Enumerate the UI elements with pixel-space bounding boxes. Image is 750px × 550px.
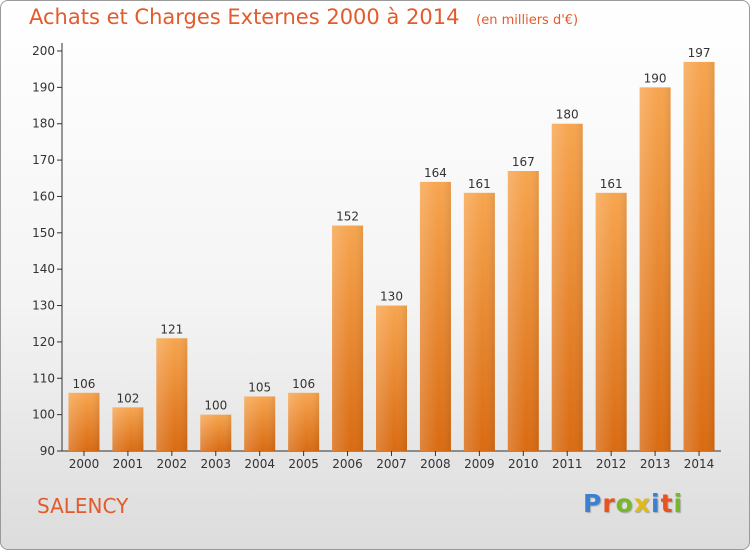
logo-letter: i [673, 489, 684, 518]
bar-value-label: 130 [380, 290, 403, 304]
x-tick-label: 2005 [288, 457, 319, 471]
bar-shade [639, 87, 671, 451]
bar-shade [507, 171, 539, 451]
x-tick-label: 2000 [69, 457, 100, 471]
bar-value-label: 164 [424, 166, 447, 180]
x-tick-label: 2002 [157, 457, 188, 471]
bar-value-label: 152 [336, 210, 359, 224]
y-tick-label: 90 [40, 444, 55, 458]
x-tick-label: 2012 [596, 457, 627, 471]
bar-shade [463, 192, 495, 451]
unit-note: (en milliers d'€) [476, 13, 579, 28]
x-tick-label: 2001 [113, 457, 144, 471]
y-tick-label: 110 [32, 371, 55, 385]
bar-value-label: 106 [73, 377, 96, 391]
proxiti-logo: Proxiti [583, 489, 683, 518]
logo-letter: t [660, 489, 674, 518]
bar-value-label: 105 [248, 380, 271, 394]
y-tick-label: 140 [32, 262, 55, 276]
bar-shade [200, 414, 232, 451]
x-tick-label: 2009 [464, 457, 495, 471]
x-tick-label: 2003 [200, 457, 231, 471]
bar-shade [244, 396, 276, 451]
bar-value-label: 102 [116, 391, 139, 405]
logo-letter: o [615, 489, 634, 518]
bar-shade [595, 192, 627, 451]
y-tick-label: 190 [32, 80, 55, 94]
bar-value-label: 161 [468, 177, 491, 191]
y-tick-label: 120 [32, 335, 55, 349]
logo-letter: i [651, 489, 661, 518]
bar-value-label: 190 [644, 71, 667, 85]
bar-shade [683, 61, 715, 452]
logo-letter: x [633, 489, 651, 518]
x-tick-label: 2004 [244, 457, 275, 471]
y-tick-label: 130 [32, 299, 55, 313]
bar-shade [68, 392, 100, 451]
x-tick-label: 2011 [552, 457, 583, 471]
bar-value-label: 197 [688, 46, 711, 60]
y-tick-label: 100 [32, 408, 55, 422]
chart-title: Achats et Charges Externes 2000 à 2014 (… [29, 5, 578, 29]
x-tick-label: 2014 [684, 457, 715, 471]
x-tick-label: 2007 [376, 457, 407, 471]
bar-shade [419, 181, 451, 451]
y-tick-label: 150 [32, 226, 55, 240]
bar-value-label: 180 [556, 108, 579, 122]
logo-letter: P [583, 489, 603, 518]
bar-shade [551, 123, 583, 452]
x-tick-label: 2008 [420, 457, 451, 471]
bar-value-label: 100 [204, 399, 227, 413]
bar-shade [112, 407, 144, 451]
y-tick-label: 180 [32, 117, 55, 131]
bar-value-label: 161 [600, 177, 623, 191]
commune-name: SALENCY [37, 494, 129, 518]
bar-shade [288, 392, 320, 451]
logo-letter: r [602, 489, 616, 518]
x-tick-label: 2013 [640, 457, 671, 471]
bar-shade [332, 225, 364, 451]
x-tick-label: 2010 [508, 457, 539, 471]
chart-title-text: Achats et Charges Externes 2000 à 2014 [29, 5, 460, 29]
bar-value-label: 106 [292, 377, 315, 391]
bar-value-label: 121 [160, 322, 183, 336]
bar-shade [156, 338, 188, 451]
y-tick-label: 160 [32, 189, 55, 203]
bar-shade [376, 305, 407, 451]
bar-value-label: 167 [512, 155, 535, 169]
x-tick-label: 2006 [332, 457, 363, 471]
y-tick-label: 170 [32, 153, 55, 167]
y-tick-label: 200 [32, 44, 55, 58]
